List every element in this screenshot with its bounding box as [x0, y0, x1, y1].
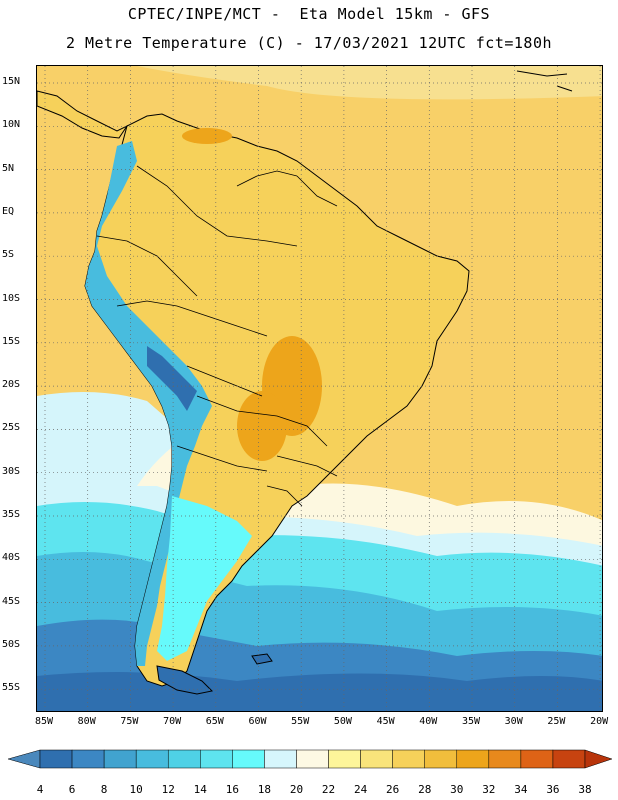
hot-region-chaco — [237, 391, 287, 461]
colorbar-label: 6 — [68, 783, 76, 796]
hot-region-venezuela — [182, 128, 232, 144]
lat-label: 55S — [2, 682, 21, 694]
colorbar-swatch — [424, 749, 458, 769]
temperature-map — [37, 66, 602, 711]
map-frame — [36, 65, 603, 712]
lat-label: 10N — [2, 119, 21, 131]
temperature-colorbar — [7, 749, 613, 769]
map-title: CPTEC/INPE/MCT - Eta Model 15km - GFS — [127, 5, 491, 23]
lat-label: 15N — [2, 76, 21, 87]
patagonia-cool — [157, 496, 252, 661]
colorbar-label: 26 — [386, 783, 400, 796]
lat-label: 5N — [2, 162, 15, 174]
lon-label: 80W — [77, 716, 96, 727]
colorbar-swatch — [456, 749, 490, 769]
colorbar-swatch — [392, 749, 425, 769]
colorbar-swatch — [552, 749, 586, 769]
lat-label: 35S — [2, 509, 21, 520]
lat-label: 5S — [2, 249, 15, 261]
lon-label: 60W — [248, 716, 267, 727]
colorbar-swatch — [103, 749, 137, 769]
lon-label: 30W — [504, 716, 523, 727]
lon-label: 20W — [590, 716, 609, 727]
lat-label: 30S — [2, 465, 21, 477]
lon-label: 75W — [120, 716, 139, 727]
colorbar-swatch — [39, 749, 73, 769]
colorbar-label: 32 — [482, 783, 496, 796]
colorbar-label: 18 — [257, 783, 272, 796]
colorbar-label: 4 — [36, 783, 44, 796]
country-borders — [96, 165, 338, 507]
map-subtitle: 2 Metre Temperature (C) - 17/03/2021 12U… — [65, 34, 553, 52]
colorbar-label: 34 — [514, 783, 528, 796]
lon-label: 85W — [34, 716, 54, 727]
colorbar-label: 8 — [100, 783, 108, 796]
colorbar-arrow-low — [7, 749, 41, 769]
colorbar-label: 14 — [193, 783, 207, 796]
colorbar-arrow-high — [584, 749, 613, 769]
tierra-del-fuego — [156, 665, 214, 695]
band-deep-blue — [37, 672, 602, 711]
colorbar-label: 12 — [161, 783, 175, 796]
central-america — [37, 90, 129, 139]
colorbar-label: 16 — [225, 783, 239, 796]
colorbar-swatch — [232, 749, 265, 769]
lon-label: 35W — [461, 716, 481, 727]
colorbar-label: 36 — [546, 783, 560, 796]
colorbar-label: 38 — [578, 783, 592, 796]
colorbar-swatch — [360, 749, 393, 769]
lon-label: 25W — [547, 716, 566, 727]
lat-label: 10S — [2, 292, 21, 304]
colorbar-label: 24 — [353, 783, 368, 796]
band-cool-tropic — [37, 66, 602, 100]
colorbar-label: 20 — [289, 783, 304, 796]
caribbean-islands — [516, 70, 573, 92]
falklands — [251, 653, 273, 665]
colorbar-swatch — [135, 749, 169, 769]
lat-label: 15S — [2, 335, 21, 347]
graticule-grid — [37, 66, 602, 711]
lat-label: 20S — [2, 379, 21, 391]
lat-label: 40S — [2, 552, 21, 564]
colorbar-swatch — [167, 749, 201, 769]
lon-label: 70W — [163, 716, 182, 727]
lon-label: 50W — [333, 716, 352, 727]
colorbar-label: 28 — [418, 783, 432, 796]
colorbar-swatch — [296, 749, 329, 769]
colorbar-swatch — [71, 749, 105, 769]
lon-label: 55W — [291, 716, 310, 727]
lat-label: EQ — [2, 205, 15, 217]
lon-label: 40W — [419, 716, 438, 727]
colorbar-label: 22 — [321, 783, 336, 796]
lat-label: 25S — [2, 422, 21, 434]
lat-label: 45S — [2, 595, 21, 607]
colorbar-label: 30 — [450, 783, 464, 796]
band-pale-blue — [37, 392, 187, 486]
colorbar-swatch — [488, 749, 522, 769]
andes-high — [147, 346, 197, 411]
lon-label: 65W — [205, 716, 224, 727]
colorbar-swatch — [520, 749, 554, 769]
colorbar-label: 10 — [129, 783, 143, 796]
colorbar-swatch — [200, 749, 233, 769]
lat-label: 50S — [2, 638, 21, 650]
colorbar-swatch — [328, 749, 361, 769]
lon-label: 45W — [376, 716, 395, 727]
colorbar-swatch — [264, 749, 297, 769]
